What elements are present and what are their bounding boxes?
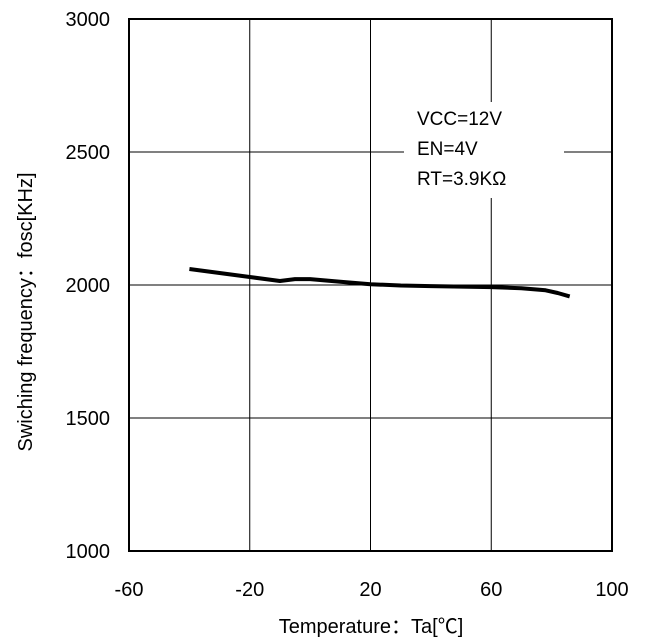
x-tick-label: -60 [115,579,144,601]
plot-frame [128,18,613,552]
annotation-rt: RT=3.9KΩ [417,169,506,190]
annotation-vcc: VCC=12V [417,109,502,130]
y-tick-label: 2500 [66,142,111,164]
x-tick-label: 60 [480,579,502,601]
annotation-box: VCC=12V EN=4V RT=3.9KΩ [404,102,564,198]
annotation-en: EN=4V [417,139,478,160]
annotation-background [404,102,564,198]
x-tick-label: 100 [595,579,628,601]
y-tick-label: 3000 [66,9,111,31]
series-line [189,267,571,299]
series-group [189,267,571,299]
y-tick-label: 1000 [66,541,111,563]
y-tick-label: 2000 [66,275,111,297]
y-axis-title: Swiching frequency：fosc[KHz] [15,172,37,451]
tick-labels: -60 -20 20 60 100 1000 1500 2000 2500 3000 [66,9,629,601]
x-tick-label: -20 [235,579,264,601]
x-axis-title: Temperature：Ta[℃] [279,616,464,638]
x-tick-label: 20 [359,579,381,601]
y-tick-label: 1500 [66,408,111,430]
